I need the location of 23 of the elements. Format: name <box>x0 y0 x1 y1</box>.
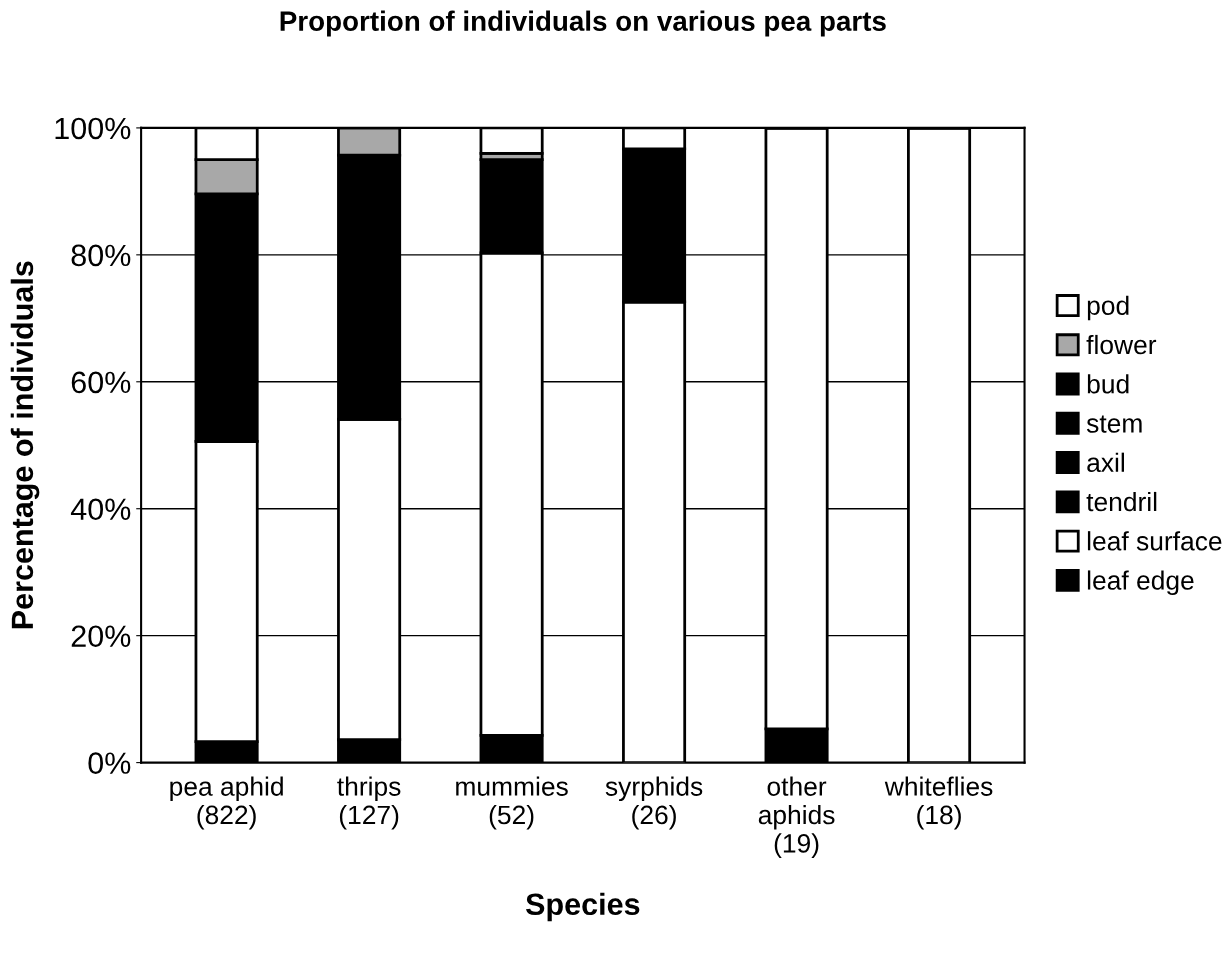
legend-label: leaf surface <box>1087 531 1222 551</box>
legend-label: tendril <box>1086 491 1157 512</box>
x-axis-title: Species <box>525 892 640 922</box>
x-tick-label: pea aphid (822) <box>170 776 283 830</box>
chart-title: Proportion of individuals on various pea parts <box>280 10 886 37</box>
y-tick-label: 0% <box>88 752 131 774</box>
x-tick-label: other aphids (19) <box>758 776 835 858</box>
y-tick-label: 80% <box>71 244 131 267</box>
x-tick-label: thrips (127) <box>337 776 401 830</box>
x-tick-label: syrphids (26) <box>605 776 703 830</box>
y-tick-label: 20% <box>71 625 131 648</box>
legend-label: flower <box>1086 334 1157 355</box>
x-tick-label: mummies (52) <box>456 776 568 830</box>
y-tick-label: 100% <box>55 117 131 140</box>
y-tick-label: 40% <box>70 498 131 521</box>
legend-label: bud <box>1087 374 1129 394</box>
legend-label: leaf edge <box>1087 570 1194 596</box>
legend-label: axil <box>1087 452 1124 473</box>
legend-label: pod <box>1087 295 1129 321</box>
y-tick-label: 60% <box>71 371 131 394</box>
x-tick-label: whiteflies (18) <box>884 776 993 830</box>
y-axis-title: Percentage of individuals <box>10 261 40 629</box>
legend-label: stem <box>1086 415 1142 433</box>
